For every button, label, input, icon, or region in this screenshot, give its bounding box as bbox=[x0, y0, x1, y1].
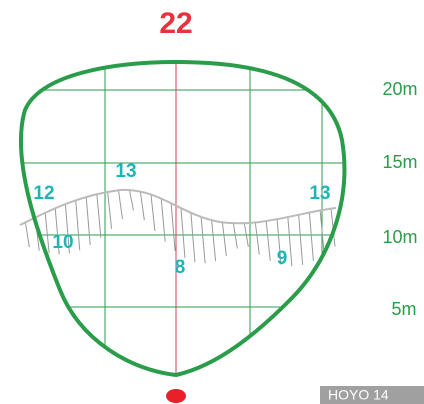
hatch-line bbox=[254, 222, 260, 255]
slope-label: 13 bbox=[309, 183, 330, 204]
hatch-line bbox=[24, 222, 30, 248]
hatch-line bbox=[54, 208, 60, 255]
hatch-line bbox=[211, 220, 217, 262]
distance-label: 20m bbox=[382, 79, 417, 99]
hatch-line bbox=[243, 223, 249, 247]
hatch-line bbox=[200, 216, 206, 264]
slope-label: 9 bbox=[277, 248, 288, 269]
hatch-line bbox=[150, 194, 156, 232]
hatch-line bbox=[180, 208, 186, 259]
hatch-line bbox=[276, 219, 282, 265]
grid bbox=[20, 62, 345, 375]
slope-label: 12 bbox=[33, 183, 54, 204]
hatch-line bbox=[170, 203, 176, 251]
distance-label: 5m bbox=[391, 299, 416, 319]
green-outline bbox=[19, 59, 347, 378]
pin-marker bbox=[166, 389, 186, 403]
hatch-line bbox=[319, 210, 325, 255]
hatch-line bbox=[107, 191, 113, 229]
slope-label: 8 bbox=[175, 257, 186, 278]
hatch-line bbox=[190, 212, 196, 263]
hatch-line bbox=[96, 194, 102, 238]
hatch-line bbox=[64, 204, 70, 254]
hatch-line bbox=[44, 212, 50, 254]
hatch-line bbox=[117, 190, 123, 220]
distance-label: 15m bbox=[382, 152, 417, 172]
hatch-line bbox=[85, 196, 91, 245]
title: 22 bbox=[159, 7, 192, 40]
hatch-line bbox=[221, 222, 227, 257]
hatch-line bbox=[160, 198, 166, 242]
distance-label: 10m bbox=[382, 227, 417, 247]
hatch-line bbox=[308, 212, 314, 261]
slope-label: 13 bbox=[115, 161, 136, 182]
hatch-line bbox=[265, 220, 271, 261]
hatch-line bbox=[287, 217, 293, 267]
slope-hatching bbox=[24, 189, 336, 267]
slope-label: 10 bbox=[52, 232, 73, 253]
hatch-line bbox=[75, 200, 81, 251]
footer-box bbox=[320, 386, 424, 404]
slope-ridge bbox=[19, 188, 337, 226]
hatch-line bbox=[298, 214, 304, 265]
hatch-line bbox=[139, 191, 145, 221]
hatch-line bbox=[128, 189, 134, 211]
hatch-line bbox=[232, 223, 238, 249]
footer-label: HOYO 14 bbox=[328, 387, 389, 403]
